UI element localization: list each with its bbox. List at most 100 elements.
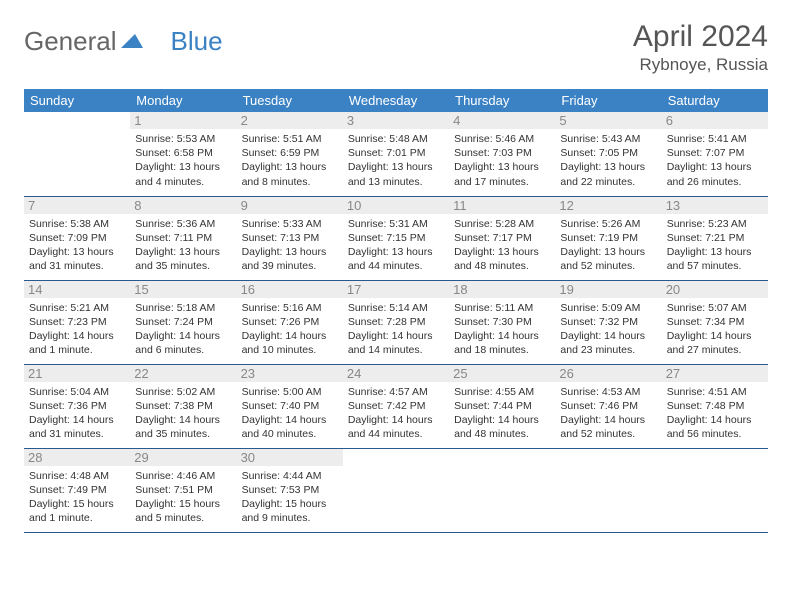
- day-number: 14: [24, 281, 130, 298]
- day-number: 15: [130, 281, 236, 298]
- day-cell: 7Sunrise: 5:38 AM Sunset: 7:09 PM Daylig…: [24, 196, 130, 280]
- day-detail: Sunrise: 5:48 AM Sunset: 7:01 PM Dayligh…: [348, 132, 444, 189]
- day-cell: 12 Sunrise: 5:26 AM Sunset: 7:19 PM Dayli…: [555, 196, 661, 280]
- day-number: 2: [237, 112, 343, 129]
- day-number: 13: [662, 197, 768, 214]
- day-number: 11: [449, 197, 555, 214]
- day-cell: 15 Sunrise: 5:18 AM Sunset: 7:24 PM Dayli…: [130, 280, 236, 364]
- day-number: 21: [24, 365, 130, 382]
- day-number: 19: [555, 281, 661, 298]
- day-cell: 21Sunrise: 5:04 AM Sunset: 7:36 PM Dayli…: [24, 364, 130, 448]
- day-cell: 16Sunrise: 5:16 AM Sunset: 7:26 PM Dayli…: [237, 280, 343, 364]
- day-cell: 22Sunrise: 5:02 AM Sunset: 7:38 PM Dayli…: [130, 364, 236, 448]
- day-cell: 9 Sunrise: 5:33 AM Sunset: 7:13 PM Daylig…: [237, 196, 343, 280]
- day-cell: 8Sunrise: 5:36 AM Sunset: 7:11 PM Daylig…: [130, 196, 236, 280]
- day-number: 26: [555, 365, 661, 382]
- week-row: 1 Sunrise: 5:53 AM Sunset: 6:58 PM Daylig…: [24, 112, 768, 196]
- weekday-header: Thursday: [449, 89, 555, 112]
- day-cell: 6 Sunrise: 5:41 AM Sunset: 7:07 PM Daylig…: [662, 112, 768, 196]
- day-cell: [343, 448, 449, 532]
- day-cell: [449, 448, 555, 532]
- day-detail: Sunrise: 5:41 AM Sunset: 7:07 PM Dayligh…: [667, 132, 763, 189]
- day-cell: 17 Sunrise: 5:14 AM Sunset: 7:28 PM Dayli…: [343, 280, 449, 364]
- day-detail: Sunrise: 5:21 AM Sunset: 7:23 PM Dayligh…: [29, 301, 125, 358]
- day-cell: 4 Sunrise: 5:46 AM Sunset: 7:03 PM Daylig…: [449, 112, 555, 196]
- day-detail: Sunrise: 5:07 AM Sunset: 7:34 PM Dayligh…: [667, 301, 763, 358]
- day-cell: 11 Sunrise: 5:28 AM Sunset: 7:17 PM Dayli…: [449, 196, 555, 280]
- day-number: 4: [449, 112, 555, 129]
- day-number: 17: [343, 281, 449, 298]
- day-detail: Sunrise: 5:02 AM Sunset: 7:38 PM Dayligh…: [135, 385, 231, 442]
- day-cell: [662, 448, 768, 532]
- day-detail: Sunrise: 4:55 AM Sunset: 7:44 PM Dayligh…: [454, 385, 550, 442]
- title-block: April 2024 Rybnoye, Russia: [633, 20, 768, 75]
- logo-text-general: General: [24, 26, 117, 57]
- day-detail: Sunrise: 5:16 AM Sunset: 7:26 PM Dayligh…: [242, 301, 338, 358]
- day-cell: 18Sunrise: 5:11 AM Sunset: 7:30 PM Dayli…: [449, 280, 555, 364]
- day-cell: [24, 112, 130, 196]
- day-cell: 2 Sunrise: 5:51 AM Sunset: 6:59 PM Daylig…: [237, 112, 343, 196]
- day-detail: Sunrise: 4:57 AM Sunset: 7:42 PM Dayligh…: [348, 385, 444, 442]
- month-title: April 2024: [633, 20, 768, 53]
- day-number: 10: [343, 197, 449, 214]
- day-cell: 30 Sunrise: 4:44 AM Sunset: 7:53 PM Dayli…: [237, 448, 343, 532]
- day-cell: 26 Sunrise: 4:53 AM Sunset: 7:46 PM Dayli…: [555, 364, 661, 448]
- day-detail: Sunrise: 5:31 AM Sunset: 7:15 PM Dayligh…: [348, 217, 444, 274]
- day-detail: Sunrise: 5:33 AM Sunset: 7:13 PM Dayligh…: [242, 217, 338, 274]
- location-label: Rybnoye, Russia: [633, 55, 768, 75]
- day-number: 25: [449, 365, 555, 382]
- day-detail: Sunrise: 5:18 AM Sunset: 7:24 PM Dayligh…: [135, 301, 231, 358]
- day-cell: 23Sunrise: 5:00 AM Sunset: 7:40 PM Dayli…: [237, 364, 343, 448]
- weekday-header: Friday: [555, 89, 661, 112]
- day-detail: Sunrise: 5:43 AM Sunset: 7:05 PM Dayligh…: [560, 132, 656, 189]
- day-number: 28: [24, 449, 130, 466]
- calendar-body: 1 Sunrise: 5:53 AM Sunset: 6:58 PM Daylig…: [24, 112, 768, 532]
- day-detail: Sunrise: 5:11 AM Sunset: 7:30 PM Dayligh…: [454, 301, 550, 358]
- day-cell: 28 Sunrise: 4:48 AM Sunset: 7:49 PM Dayli…: [24, 448, 130, 532]
- day-cell: 19 Sunrise: 5:09 AM Sunset: 7:32 PM Dayli…: [555, 280, 661, 364]
- logo: General Blue: [24, 20, 223, 57]
- weekday-header: Wednesday: [343, 89, 449, 112]
- day-number: 23: [237, 365, 343, 382]
- day-detail: Sunrise: 5:53 AM Sunset: 6:58 PM Dayligh…: [135, 132, 231, 189]
- day-cell: [555, 448, 661, 532]
- day-number: 8: [130, 197, 236, 214]
- day-detail: Sunrise: 4:53 AM Sunset: 7:46 PM Dayligh…: [560, 385, 656, 442]
- day-detail: Sunrise: 5:26 AM Sunset: 7:19 PM Dayligh…: [560, 217, 656, 274]
- day-detail: Sunrise: 4:51 AM Sunset: 7:48 PM Dayligh…: [667, 385, 763, 442]
- calendar-table: Sunday Monday Tuesday Wednesday Thursday…: [24, 89, 768, 533]
- week-row: 14 Sunrise: 5:21 AM Sunset: 7:23 PM Dayli…: [24, 280, 768, 364]
- day-cell: 5Sunrise: 5:43 AM Sunset: 7:05 PM Daylig…: [555, 112, 661, 196]
- calendar-head: Sunday Monday Tuesday Wednesday Thursday…: [24, 89, 768, 112]
- day-number: 29: [130, 449, 236, 466]
- day-detail: Sunrise: 5:09 AM Sunset: 7:32 PM Dayligh…: [560, 301, 656, 358]
- day-cell: 3Sunrise: 5:48 AM Sunset: 7:01 PM Daylig…: [343, 112, 449, 196]
- day-cell: 29Sunrise: 4:46 AM Sunset: 7:51 PM Dayli…: [130, 448, 236, 532]
- logo-text-blue: Blue: [171, 26, 223, 57]
- day-number: 9: [237, 197, 343, 214]
- day-detail: Sunrise: 5:14 AM Sunset: 7:28 PM Dayligh…: [348, 301, 444, 358]
- day-detail: Sunrise: 5:28 AM Sunset: 7:17 PM Dayligh…: [454, 217, 550, 274]
- day-number: 30: [237, 449, 343, 466]
- day-detail: Sunrise: 4:48 AM Sunset: 7:49 PM Dayligh…: [29, 469, 125, 526]
- day-number: 12: [555, 197, 661, 214]
- weekday-header: Sunday: [24, 89, 130, 112]
- day-detail: Sunrise: 5:23 AM Sunset: 7:21 PM Dayligh…: [667, 217, 763, 274]
- weekday-header: Saturday: [662, 89, 768, 112]
- day-detail: Sunrise: 5:38 AM Sunset: 7:09 PM Dayligh…: [29, 217, 125, 274]
- day-number: 27: [662, 365, 768, 382]
- weekday-header: Tuesday: [237, 89, 343, 112]
- day-detail: Sunrise: 5:46 AM Sunset: 7:03 PM Dayligh…: [454, 132, 550, 189]
- day-number: 6: [662, 112, 768, 129]
- day-cell: 27 Sunrise: 4:51 AM Sunset: 7:48 PM Dayli…: [662, 364, 768, 448]
- day-number: 1: [130, 112, 236, 129]
- weekday-header: Monday: [130, 89, 236, 112]
- day-cell: 1 Sunrise: 5:53 AM Sunset: 6:58 PM Daylig…: [130, 112, 236, 196]
- day-cell: 24Sunrise: 4:57 AM Sunset: 7:42 PM Dayli…: [343, 364, 449, 448]
- weekday-row: Sunday Monday Tuesday Wednesday Thursday…: [24, 89, 768, 112]
- page-header: General Blue April 2024 Rybnoye, Russia: [24, 20, 768, 75]
- week-row: 7Sunrise: 5:38 AM Sunset: 7:09 PM Daylig…: [24, 196, 768, 280]
- day-cell: 20Sunrise: 5:07 AM Sunset: 7:34 PM Dayli…: [662, 280, 768, 364]
- day-detail: Sunrise: 5:51 AM Sunset: 6:59 PM Dayligh…: [242, 132, 338, 189]
- day-detail: Sunrise: 4:44 AM Sunset: 7:53 PM Dayligh…: [242, 469, 338, 526]
